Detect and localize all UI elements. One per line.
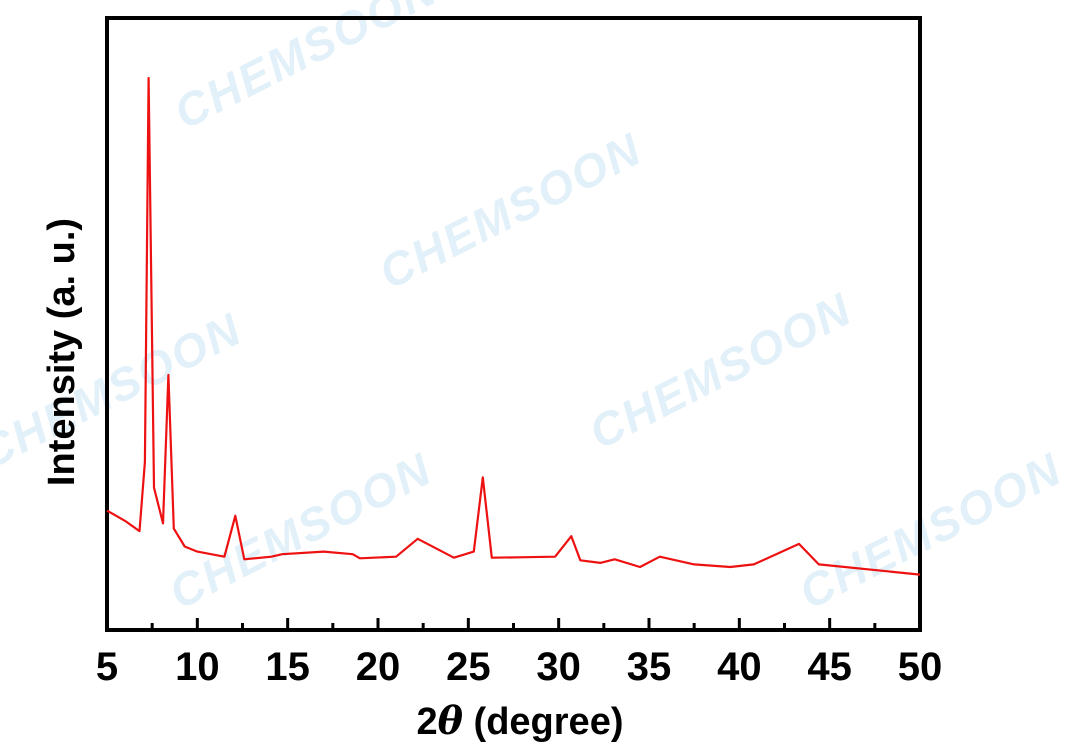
x-tick-label: 5 xyxy=(96,645,118,689)
watermark-text: CHEMSOON xyxy=(371,122,650,299)
watermark-text: CHEMSOON xyxy=(166,0,445,139)
watermark-text: CHEMSOON xyxy=(581,282,860,459)
watermark-text: CHEMSOON xyxy=(791,442,1070,619)
x-axis-title-prefix: 2 xyxy=(417,701,438,743)
x-axis-title-theta: θ xyxy=(438,698,464,743)
x-axis-tick-labels: 5 10 15 20 25 30 35 40 45 50 xyxy=(96,645,942,689)
x-tick-label: 40 xyxy=(717,645,762,689)
x-tick-label: 30 xyxy=(536,645,581,689)
watermark-text: CHEMSOON xyxy=(161,442,440,619)
x-tick-label: 20 xyxy=(356,645,401,689)
x-axis-ticks xyxy=(105,618,922,630)
x-tick-label: 45 xyxy=(807,645,852,689)
x-axis-title: 2θ (degree) xyxy=(417,698,624,743)
x-axis-title-unit: (degree) xyxy=(463,701,623,743)
x-tick-label: 50 xyxy=(898,645,943,689)
x-tick-label: 15 xyxy=(265,645,310,689)
x-tick-label: 10 xyxy=(175,645,220,689)
watermark-text: CHEMSOON xyxy=(0,302,250,479)
y-axis-title: Intensity (a. u.) xyxy=(41,218,83,486)
diffraction-pattern-line xyxy=(106,76,921,576)
x-tick-label: 35 xyxy=(627,645,672,689)
x-tick-label: 25 xyxy=(446,645,491,689)
